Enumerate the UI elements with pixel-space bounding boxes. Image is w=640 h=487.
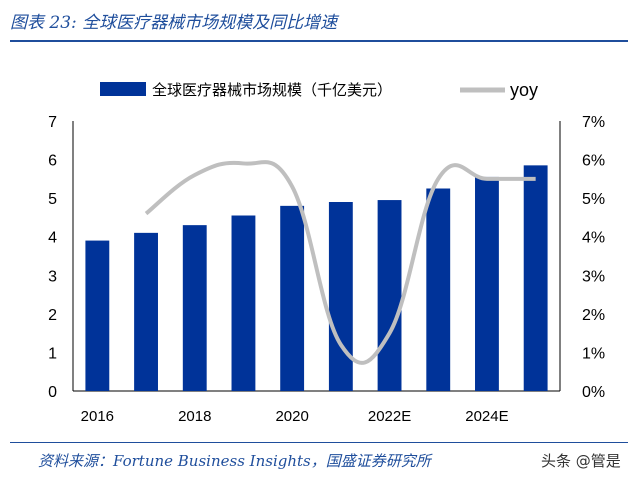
y-right-tick: 1% (582, 345, 605, 362)
y-right-tick: 7% (582, 114, 605, 131)
bar-2021 (328, 202, 353, 391)
source-rule (10, 442, 628, 443)
legend-bar-swatch (100, 82, 146, 96)
y-left-tick: 7 (48, 114, 57, 131)
title-rule (10, 40, 628, 42)
y-right-tick: 5% (582, 191, 605, 208)
y-left-tick: 0 (48, 384, 57, 401)
x-tick: 2020 (275, 408, 308, 425)
bar-2018 (182, 225, 207, 391)
y-right-tick: 6% (582, 153, 605, 170)
y-left-tick: 6 (48, 153, 57, 170)
bar-2019 (231, 215, 256, 391)
y-left-tick: 5 (48, 191, 57, 208)
x-tick: 2024E (465, 408, 508, 425)
figure-title: 图表 23: 全球医疗器械市场规模及同比增速 (10, 13, 338, 33)
source-note: 资料来源：Fortune Business Insights，国盛证券研究所 (38, 452, 431, 470)
y-right-tick: 3% (582, 268, 605, 285)
watermark: 头条 @管是 (541, 452, 621, 470)
bar-2022E (377, 200, 402, 391)
x-tick: 2018 (178, 408, 211, 425)
legend-line-label: yoy (510, 80, 538, 100)
bar-2020 (280, 205, 305, 391)
y-left-tick: 1 (48, 345, 57, 362)
bar-2016 (85, 240, 110, 391)
legend-bar-label: 全球医疗器械市场规模（千亿美元） (152, 81, 392, 99)
y-left-tick: 3 (48, 268, 57, 285)
y-right-tick: 4% (582, 230, 605, 247)
y-left-tick: 4 (48, 230, 57, 247)
bar-2023E (426, 188, 451, 391)
bar-2025E (523, 165, 548, 391)
yoy-line (144, 160, 536, 365)
bar-2024E (475, 176, 499, 391)
y-left-tick: 2 (48, 307, 57, 324)
chart-area: 全球医疗器械市场规模（千亿美元） yoy 0 1 2 3 4 5 6 7 0% 1% 2% 3% 4% 5… (48, 80, 605, 425)
x-tick: 2016 (81, 408, 114, 425)
x-tick: 2022E (368, 408, 411, 425)
y-right-tick: 0% (582, 384, 605, 401)
legend: 全球医疗器械市场规模（千亿美元） yoy (100, 80, 538, 100)
bar-2017 (134, 232, 158, 391)
y-right-tick: 2% (582, 307, 605, 324)
